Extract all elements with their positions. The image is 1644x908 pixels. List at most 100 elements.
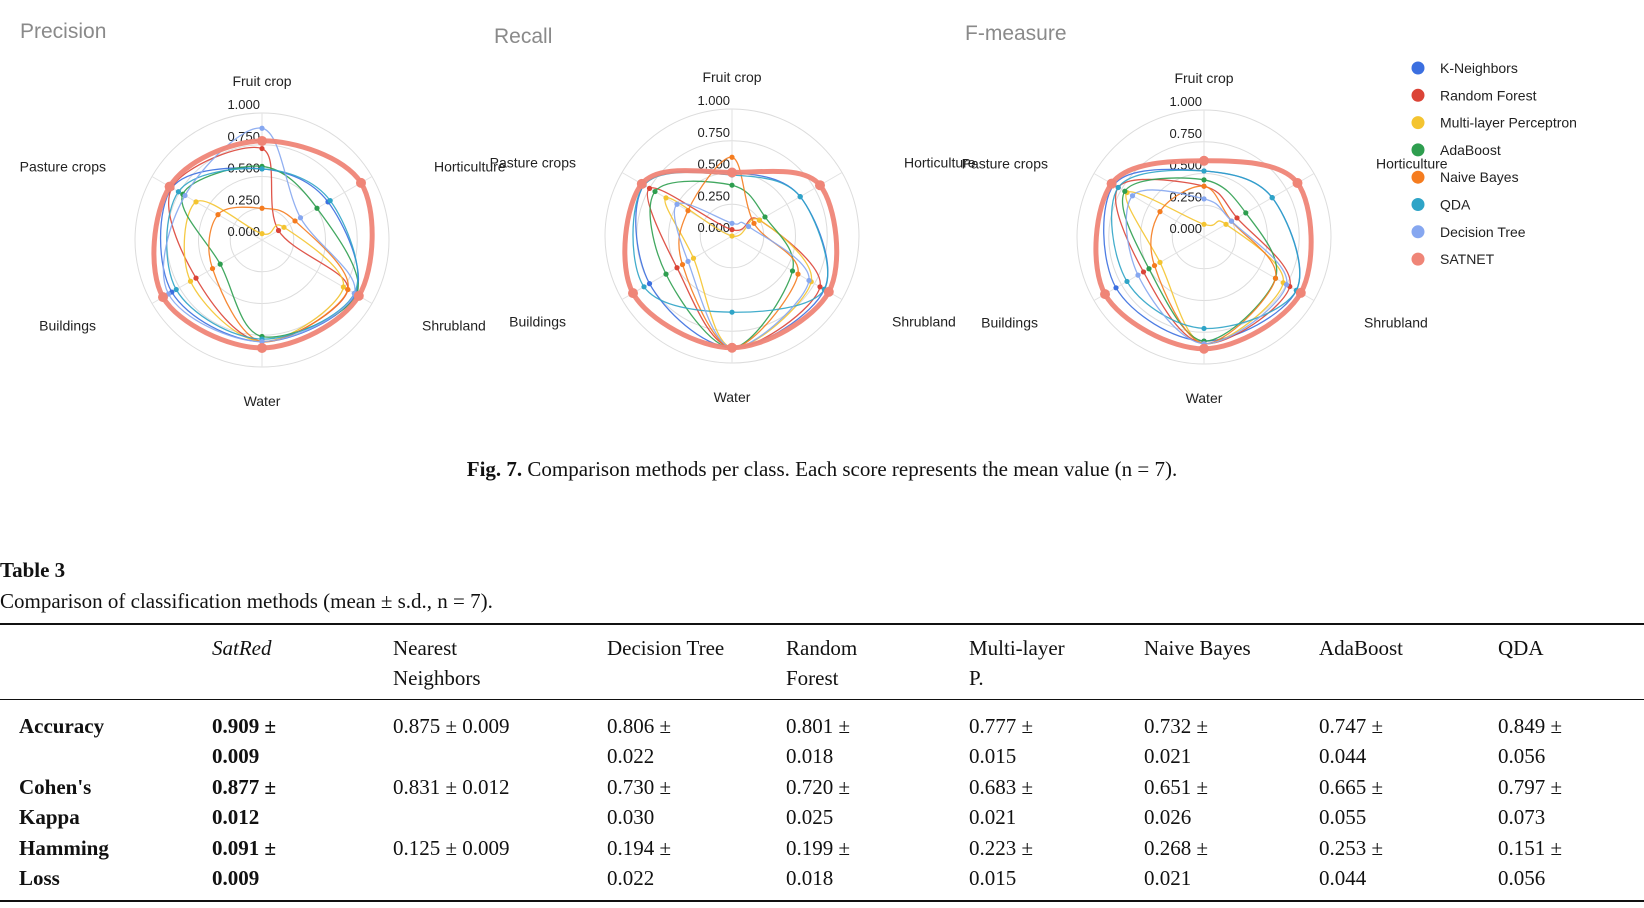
axis-label: Water (244, 393, 281, 409)
series-point-satnet (636, 178, 647, 189)
series-point-decision-tree (259, 125, 265, 131)
figure-caption-text: Comparison methods per class. Each score… (522, 457, 1178, 481)
series-point-decision-tree (1283, 282, 1290, 288)
series-point-satnet (1199, 343, 1209, 354)
series-point-satnet (727, 342, 737, 353)
row-label-hamming-loss: Hamming Loss (19, 836, 109, 890)
col-header-decision-tree: Decision Tree (607, 636, 725, 660)
chart-title: Recall (494, 25, 552, 48)
table-header-rule (0, 699, 1644, 700)
axis-label: Fruit crop (232, 73, 291, 89)
series-point-multi-layer-perceptron (187, 278, 194, 284)
series-point-satnet (257, 135, 267, 146)
table-cell: 0.806 ± 0.022 (607, 714, 672, 768)
series-point-adaboost (1122, 188, 1128, 194)
series-point-random-forest (259, 145, 265, 152)
series-point-decision-tree (297, 215, 304, 221)
series-point-naive-bayes (1201, 183, 1207, 189)
table-cell: 0.223 ± 0.015 (969, 836, 1034, 890)
series-point-naive-bayes (679, 261, 686, 268)
series-point-decision-tree (674, 201, 680, 207)
table-cell: 0.849 ± 0.056 (1498, 714, 1563, 768)
series-point-random-forest (1140, 269, 1147, 275)
legend-label-qda: QDA (1440, 197, 1471, 213)
legend-label-random-forest: Random Forest (1440, 87, 1537, 103)
series-point-adaboost (762, 214, 768, 220)
series-point-naive-bayes (685, 208, 691, 214)
legend-swatch-naive-bayes (1411, 170, 1425, 184)
table-cell: 0.683 ± 0.021 (969, 775, 1034, 829)
chart-title: Precision (20, 20, 106, 43)
series-point-decision-tree (1228, 218, 1235, 224)
series-point-decision-tree (1135, 272, 1141, 278)
row-label-cohens-kappa: Cohen's Kappa (19, 775, 92, 829)
axis-label: Pasture crops (490, 155, 576, 171)
table-cell: 0.194 ± 0.022 (607, 836, 672, 890)
tick-label: 0.500 (697, 157, 730, 172)
series-point-naive-bayes (215, 212, 221, 218)
tick-label: 1.000 (697, 93, 730, 108)
axis-label: Buildings (39, 318, 96, 334)
table-cell: 0.801 ± 0.018 (786, 714, 851, 768)
series-point-random-forest (674, 265, 680, 271)
legend-swatch-satnet (1411, 252, 1425, 266)
col-header-adaboost: AdaBoost (1319, 636, 1403, 660)
axis-label: Pasture crops (962, 156, 1048, 172)
radar-chart-f-measure: F-measure0.0000.2500.5000.7501.000Fruit … (962, 22, 1448, 406)
legend-label-k-neighbors: K-Neighbors (1440, 60, 1518, 76)
tick-label: 1.000 (1169, 94, 1202, 109)
table-cell: 0.877 ± 0.012 (212, 775, 277, 829)
series-point-satnet (164, 181, 175, 192)
series-point-multi-layer-perceptron (690, 255, 697, 261)
col-header-multi-layer: Multi-layer P. (969, 636, 1065, 690)
series-point-decision-tree (1201, 196, 1207, 202)
radar-figure: Precision 0.000 0.250 0.500 0.750 1.000 Fruit … (20, 20, 1577, 409)
legend-label-satnet: SATNET (1440, 251, 1495, 267)
series-point-satnet (814, 180, 825, 191)
table-cell: 0.720 ± 0.025 (786, 775, 851, 829)
series-point-random-forest (646, 185, 653, 191)
table-cell: 0.831 ± 0.012 (393, 775, 510, 799)
col-header-satred: SatRed (212, 636, 272, 660)
chart-title: F-measure (965, 22, 1067, 45)
table-cell: 0.199 ± 0.018 (786, 836, 851, 890)
legend-swatch-multi-layer-perceptron (1411, 116, 1425, 130)
series-point-random-forest (275, 227, 282, 234)
series-point-satnet (628, 288, 639, 299)
series-point-naive-bayes (1157, 209, 1163, 215)
series-point-adaboost (663, 271, 669, 277)
table-cell: 0.875 ± 0.009 (393, 714, 510, 738)
series-point-k-neighbors (646, 281, 653, 287)
series-point-satnet (823, 286, 834, 297)
series-point-qda (1115, 184, 1121, 191)
series-point-satnet (158, 292, 169, 303)
series-point-qda (173, 286, 179, 293)
legend-swatch-qda (1411, 198, 1425, 211)
table-cell: 0.268 ± 0.021 (1144, 836, 1209, 890)
series-point-multi-layer-perceptron (1201, 221, 1207, 227)
series-line-adaboost (181, 165, 359, 338)
legend-label-decision-tree: Decision Tree (1440, 224, 1526, 240)
table-cell: 0.777 ± 0.015 (969, 714, 1034, 768)
table-cell: 0.091 ± 0.009 (212, 836, 277, 890)
axis-label: Horticulture (1376, 156, 1448, 172)
series-point-qda (327, 198, 333, 204)
col-header-random-forest: Random Forest (786, 636, 858, 690)
legend-swatch-random-forest (1411, 88, 1425, 102)
series-point-naive-bayes (795, 271, 801, 277)
legend-swatch-adaboost (1411, 143, 1425, 157)
series-point-qda (797, 194, 803, 200)
axis-label: Shrubland (422, 318, 486, 334)
legend-swatch-decision-tree (1411, 225, 1425, 239)
axis-label: Buildings (981, 315, 1038, 331)
tick-label: 1.000 (227, 97, 260, 112)
legend-swatch-k-neighbors (1411, 61, 1425, 75)
axis-label: Buildings (509, 314, 566, 330)
series-point-satnet (1295, 287, 1306, 298)
series-point-adaboost (1146, 266, 1152, 272)
series-point-adaboost (217, 261, 223, 267)
table-cell: 0.151 ± 0.056 (1498, 836, 1563, 890)
series-point-decision-tree (259, 339, 265, 345)
series-point-satnet (1106, 178, 1117, 189)
